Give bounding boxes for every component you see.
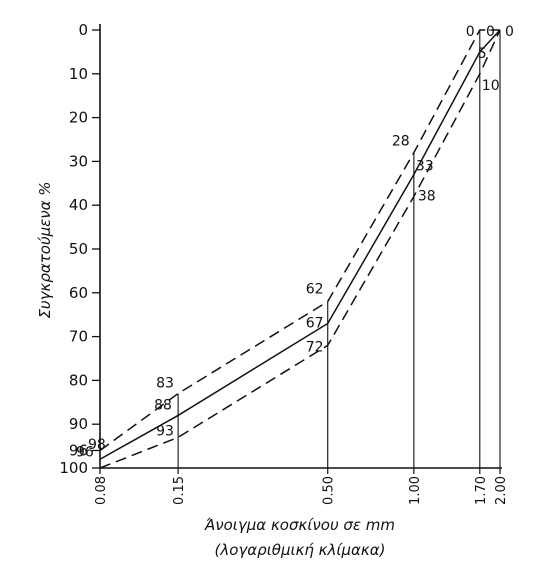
y-tick-label-0: 0 bbox=[78, 21, 88, 39]
data-label-s3-3: 38 bbox=[418, 188, 436, 204]
series-line-2 bbox=[99, 29, 501, 460]
x-tick-label-2: 2.00 bbox=[494, 476, 509, 505]
data-label-s1-4: 0 bbox=[466, 24, 475, 40]
series bbox=[99, 29, 501, 469]
x-tick-label-0-15: 0.15 bbox=[172, 476, 187, 505]
data-label-s3-5: 0 bbox=[486, 24, 495, 40]
y-tick-label-80: 80 bbox=[69, 371, 88, 389]
data-label-s2-0: 98 bbox=[88, 437, 106, 453]
y-tick-label-70: 70 bbox=[69, 328, 88, 346]
x-tick-label-0-08: 0.08 bbox=[94, 476, 109, 505]
x-tick-label-1: 1.00 bbox=[408, 476, 423, 505]
data-label-s1-2: 62 bbox=[306, 282, 324, 298]
y-tick-label-96: 96 bbox=[69, 441, 88, 459]
y-tick-label-10: 10 bbox=[69, 65, 88, 83]
data-label-s2-2: 67 bbox=[306, 315, 324, 331]
y-tick-label-60: 60 bbox=[69, 284, 88, 302]
axes bbox=[99, 24, 502, 469]
data-label-s1-1: 83 bbox=[156, 376, 174, 392]
y-tick-label-20: 20 bbox=[69, 109, 88, 127]
data-label-s1-5: 0 bbox=[505, 24, 514, 40]
data-label-s1-3: 28 bbox=[392, 134, 410, 150]
data-label-s3-1: 93 bbox=[156, 423, 174, 439]
data-label-s2-1: 88 bbox=[154, 397, 172, 413]
y-axis-title: Συγκρατούμενα % bbox=[36, 181, 54, 318]
data-label-s3-4: 10 bbox=[482, 78, 500, 94]
x-axis-title: Άνοιγμα κοσκίνου σε mm bbox=[204, 516, 395, 534]
series-line-1 bbox=[99, 29, 500, 452]
data-label-s1-0: 96 bbox=[76, 444, 94, 460]
data-label-s3-2: 72 bbox=[306, 339, 324, 355]
y-tick-label-50: 50 bbox=[69, 240, 88, 258]
x-tick-label-1-7: 1.70 bbox=[474, 476, 489, 505]
data-label-s2-3: 33 bbox=[416, 159, 434, 175]
y-tick-label-100: 100 bbox=[59, 459, 88, 477]
y-tick-label-90: 90 bbox=[69, 415, 88, 433]
data-label-s2-4: 5 bbox=[478, 46, 487, 62]
x-tick-label-0-5: 0.50 bbox=[322, 476, 337, 505]
sieve-verticals bbox=[177, 29, 501, 468]
x-axis-subtitle: (λογαριθμική κλίμακα) bbox=[215, 541, 386, 559]
series-line-3 bbox=[99, 29, 501, 469]
y-tick-label-40: 40 bbox=[69, 196, 88, 214]
y-tick-label-30: 30 bbox=[69, 152, 88, 170]
